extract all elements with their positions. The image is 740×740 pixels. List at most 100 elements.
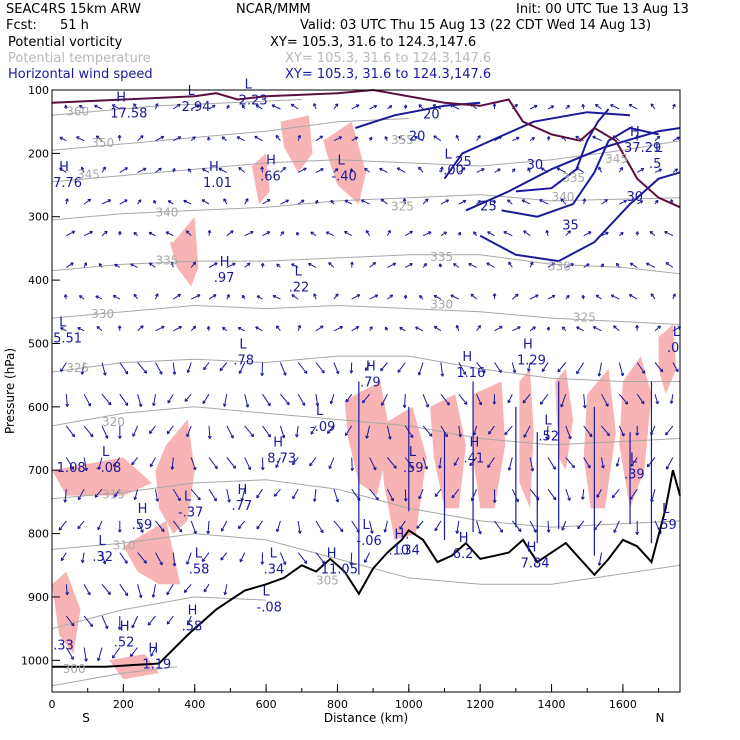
wind-vector <box>504 425 513 436</box>
wind-vector <box>654 325 661 332</box>
wind-vector-head <box>280 231 285 235</box>
wind-vector-head <box>102 166 106 171</box>
wind-vector-head <box>492 499 497 503</box>
extremum-value: .34 <box>399 544 420 559</box>
wind-vector-head <box>409 434 414 439</box>
wind-vector <box>291 294 299 300</box>
wind-vector-head <box>320 529 324 534</box>
extremum-letter: H <box>120 619 130 634</box>
wind-vector-head <box>384 136 388 140</box>
wind-vector <box>226 230 234 237</box>
wind-vector <box>186 425 192 437</box>
wind-vector <box>404 489 407 502</box>
wind-vector <box>610 104 620 110</box>
extremum-letter: H <box>459 531 469 546</box>
x-tick-label: 0 <box>49 698 56 711</box>
wind-vector <box>272 295 281 300</box>
wind-vector-head <box>241 294 246 299</box>
wind-vector-head <box>620 231 624 236</box>
wind-vector-head <box>587 464 591 469</box>
theta-label: 320 <box>102 415 125 429</box>
extremum-value: 1.08 <box>57 461 86 476</box>
x-tick-label: 1400 <box>538 698 566 711</box>
wind-vector <box>345 393 353 403</box>
wind-vector-head <box>440 373 445 377</box>
wind-vector-head <box>71 230 76 235</box>
pv-shaded-region <box>52 457 152 496</box>
wind-vector-head <box>362 399 366 404</box>
wind-speed-label: 25 <box>480 199 497 214</box>
wind-vector-head <box>522 399 527 404</box>
wind-vector-head <box>504 431 508 436</box>
wind-vector-head <box>166 430 171 435</box>
wind-vector <box>218 168 228 173</box>
theta-label: 350 <box>91 136 114 150</box>
wind-vector <box>315 394 319 406</box>
wind-vector-head <box>481 168 485 172</box>
wind-vector-head <box>290 103 295 108</box>
wind-vector <box>672 362 679 373</box>
wind-vector <box>133 103 138 110</box>
wind-vector <box>132 425 139 437</box>
wind-vector-head <box>616 262 620 267</box>
wind-vector-head <box>112 294 117 299</box>
wind-vector-head <box>645 262 650 266</box>
extremum-letter: L <box>673 325 681 340</box>
wind-vector-head <box>396 167 401 171</box>
wind-vector <box>203 362 210 371</box>
wind-vector <box>476 135 481 141</box>
extremum-value: .52 <box>538 430 559 445</box>
theta-label: 345 <box>77 168 100 182</box>
wind-vector-head <box>409 263 413 267</box>
wind-vector-head <box>492 103 497 107</box>
wind-vector <box>476 394 482 406</box>
theta-label: 325 <box>66 361 89 375</box>
field-name-pv: Potential vorticity <box>8 35 123 50</box>
extremum-value: 1.01 <box>203 176 232 191</box>
wind-vector-head <box>560 403 564 408</box>
wind-vector <box>226 262 236 268</box>
wind-vector-head <box>240 497 245 502</box>
wind-vector <box>101 166 106 173</box>
wind-vector-head <box>364 167 368 172</box>
wind-vector-head <box>202 400 206 405</box>
wind-vector-head <box>658 168 662 172</box>
wind-vector <box>596 488 602 498</box>
wind-vector <box>226 457 236 469</box>
pv-shaded-region <box>323 121 366 205</box>
wind-vector <box>65 425 75 438</box>
wind-vector <box>333 520 344 532</box>
wind-vector <box>387 262 396 268</box>
wind-vector-head <box>497 168 501 172</box>
wind-vector <box>494 136 502 142</box>
wind-vector <box>297 167 307 173</box>
wind-vector-head <box>545 436 549 440</box>
wind-vector-head <box>384 326 389 331</box>
wind-vector-head <box>133 496 138 501</box>
wind-vector-head <box>449 104 454 108</box>
wind-vector-head <box>523 230 527 234</box>
wind-vector-layer <box>58 103 682 662</box>
wind-vector <box>665 262 674 268</box>
wind-vector-head <box>356 294 361 298</box>
wind-vector-head <box>575 135 579 140</box>
wind-vector <box>379 168 388 173</box>
wind-vector-head <box>301 402 306 406</box>
extremum-value: -.08 <box>257 601 282 616</box>
wind-vector <box>238 362 246 374</box>
wind-vector-head <box>230 230 234 234</box>
wind-vector <box>101 425 109 439</box>
wind-vector-head <box>568 435 572 440</box>
wind-vector <box>416 520 424 529</box>
wind-vector <box>333 136 342 142</box>
wind-vector <box>601 393 609 407</box>
wind-vector <box>646 262 656 268</box>
wind-vector <box>629 262 638 268</box>
y-tick-label: 400 <box>28 274 49 287</box>
wind-vector <box>94 488 103 498</box>
wind-vector-head <box>76 136 80 140</box>
wind-vector-head <box>78 104 83 109</box>
wind-vector <box>565 263 574 268</box>
wind-vector-head <box>192 261 197 266</box>
